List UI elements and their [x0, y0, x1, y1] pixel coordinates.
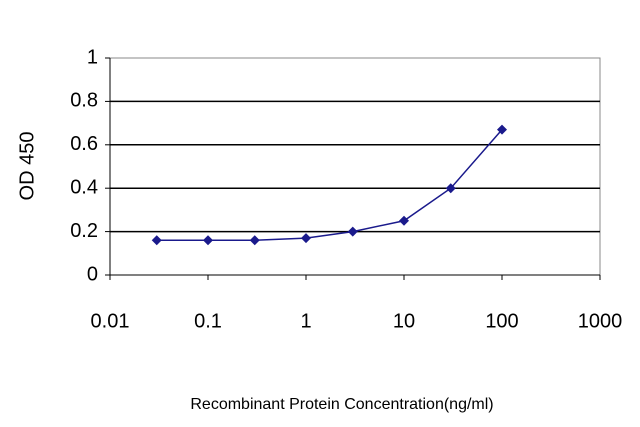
y-tick-label: 0	[87, 263, 98, 285]
x-tick-label: 0.01	[91, 310, 130, 332]
y-tick-label: 0.8	[70, 90, 98, 112]
y-tick-label: 0.4	[70, 176, 98, 198]
x-tick-label: 100	[485, 310, 518, 332]
marker	[399, 215, 409, 226]
y-axis-title: OD 450	[16, 132, 38, 201]
marker	[301, 233, 311, 244]
x-tick-label: 1	[300, 310, 311, 332]
x-tick-label: 1000	[578, 310, 623, 332]
marker	[347, 226, 358, 237]
y-tick-label: 1	[87, 46, 98, 68]
x-tick-label: 0.1	[194, 310, 222, 332]
marker	[151, 235, 162, 246]
line	[156, 129, 503, 242]
marker	[497, 124, 507, 135]
marker	[249, 235, 260, 246]
plot-area	[109, 57, 601, 276]
marker	[445, 183, 456, 194]
x-tick-label: 10	[393, 310, 415, 332]
x-axis-title: Recombinant Protein Concentration(ng/ml)	[190, 396, 493, 413]
y-tick-label: 0.2	[70, 220, 98, 242]
y-tick-label: 0.6	[70, 133, 98, 155]
marker	[203, 235, 213, 246]
